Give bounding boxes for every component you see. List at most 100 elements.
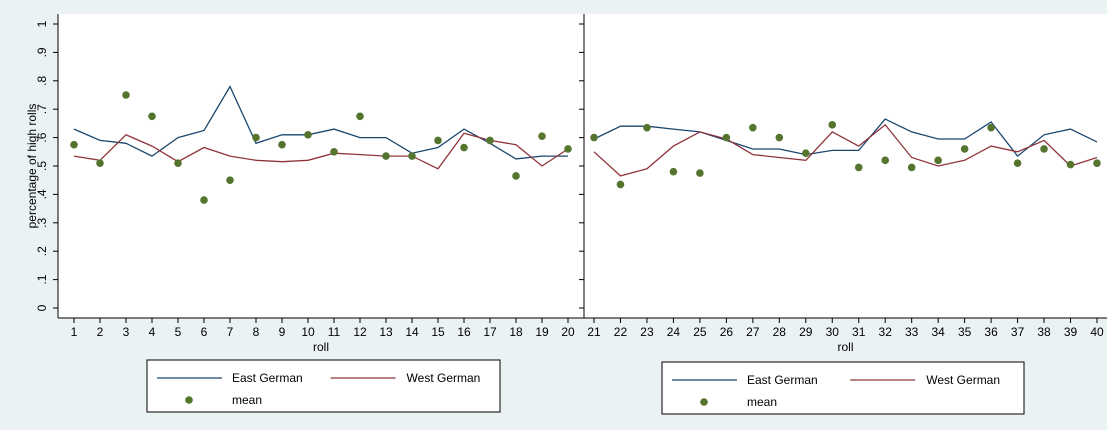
- mean-point: [854, 163, 863, 172]
- x-tick-label: 12: [353, 325, 367, 339]
- x-tick-label: 26: [720, 325, 734, 339]
- x-tick-label: 18: [509, 325, 523, 339]
- mean-point: [174, 159, 182, 167]
- mean-point: [987, 123, 995, 132]
- mean-point: [564, 145, 572, 153]
- mean-point: [70, 140, 78, 149]
- mean-point: [252, 133, 260, 142]
- x-tick-label: 14: [405, 325, 419, 339]
- x-tick-label: 36: [984, 325, 998, 339]
- series-line-east-german: [73, 85, 568, 160]
- x-tick-label: 19: [535, 325, 549, 339]
- mean-point: [696, 169, 704, 177]
- x-tick-label: 4: [149, 325, 156, 339]
- y-tick-label: .1: [35, 274, 49, 284]
- y-tick-label: .6: [35, 132, 49, 142]
- mean-point: [960, 145, 969, 153]
- mean-point: [122, 91, 130, 99]
- x-tick-label: 7: [227, 325, 234, 339]
- y-tick-label: .8: [35, 75, 49, 85]
- mean-point: [408, 152, 416, 160]
- mean-point: [434, 136, 442, 145]
- mean-point: [749, 123, 757, 132]
- plot-area: [584, 14, 1107, 318]
- mean-point: [226, 176, 234, 184]
- x-tick-label: 13: [379, 325, 393, 339]
- y-tick-label: 0: [35, 304, 49, 311]
- legend-label-east-german: East German: [747, 373, 818, 387]
- mean-point: [330, 148, 338, 156]
- y-tick-label: .4: [35, 189, 49, 199]
- x-tick-label: 9: [279, 325, 286, 339]
- legend-label-east-german: East German: [232, 371, 303, 385]
- x-tick-label: 31: [852, 325, 866, 339]
- x-tick-label: 25: [693, 325, 707, 339]
- mean-point: [616, 180, 625, 189]
- x-tick-label: 30: [826, 325, 840, 339]
- x-tick-label: 22: [614, 325, 628, 339]
- y-axis-title: percentage of high rolls: [25, 104, 39, 229]
- legend-swatch-mean: [185, 396, 193, 404]
- mean-point: [1066, 160, 1075, 169]
- x-tick-label: 11: [328, 325, 341, 339]
- y-tick-label: .7: [35, 104, 49, 114]
- y-tick-label: .9: [35, 47, 49, 57]
- x-tick-label: 35: [958, 325, 972, 339]
- legend-box: [661, 361, 1025, 415]
- mean-point: [538, 132, 546, 140]
- mean-point: [1013, 159, 1022, 167]
- legend: East German West German mean: [661, 361, 1025, 415]
- x-tick-label: 17: [483, 325, 497, 339]
- chart-panel-2: 21 22 23 24 25 26 27 28 29 30 31 32 33 34 35 36 37 38 39 40…: [579, 14, 1107, 415]
- plot-area: [58, 14, 584, 318]
- mean-point: [669, 167, 678, 176]
- mean-point: [304, 130, 312, 139]
- mean-point: [382, 152, 390, 160]
- chart-panel-1: 0 .1 .2 .3 .4 .5 .6 .7 .8 .9 1 percentage of high r…: [25, 14, 584, 413]
- legend-label-mean: mean: [232, 393, 262, 407]
- x-tick-label: 16: [457, 325, 471, 339]
- x-tick-label: 34: [931, 325, 945, 339]
- x-tick-label: 2: [97, 325, 104, 339]
- x-axis-title: roll: [837, 340, 853, 354]
- x-tick-label: 28: [773, 325, 787, 339]
- x-tick-label: 32: [879, 325, 893, 339]
- legend-label-mean: mean: [747, 395, 777, 409]
- legend-label-west-german: West German: [926, 373, 1000, 387]
- x-tick-label: 10: [301, 325, 315, 339]
- y-tick-label: .5: [35, 161, 49, 171]
- x-tick-label: 21: [587, 325, 601, 339]
- legend-label-west-german: West German: [407, 371, 481, 385]
- mean-point: [512, 172, 520, 180]
- x-tick-label: 38: [1037, 325, 1051, 339]
- legend-box: [146, 359, 501, 413]
- y-tick-label: .2: [35, 246, 49, 256]
- x-tick-label: 27: [746, 325, 760, 339]
- mean-point: [828, 121, 837, 129]
- series-line-west-german: [593, 123, 1098, 177]
- x-tick-label: 24: [667, 325, 681, 339]
- mean-point: [1040, 145, 1048, 153]
- mean-point: [1093, 159, 1101, 167]
- x-tick-label: 8: [253, 325, 260, 339]
- y-tick-label: .3: [35, 217, 49, 227]
- mean-point: [643, 123, 651, 132]
- x-axis-title: roll: [313, 340, 329, 354]
- x-tick-label: 29: [799, 325, 813, 339]
- mean-point: [96, 159, 104, 167]
- x-tick-label: 40: [1090, 325, 1104, 339]
- mean-point: [200, 196, 208, 204]
- mean-point: [486, 136, 494, 145]
- mean-point: [460, 143, 468, 152]
- mean-point: [278, 140, 286, 149]
- mean-point: [907, 163, 916, 172]
- x-tick-label: 6: [201, 325, 208, 339]
- mean-point: [148, 112, 156, 121]
- x-tick-label: 39: [1064, 325, 1078, 339]
- legend-swatch-mean: [700, 398, 708, 406]
- mean-point: [722, 133, 731, 142]
- x-tick-label: 20: [561, 325, 575, 339]
- x-tick-label: 15: [431, 325, 445, 339]
- x-tick-label: 3: [123, 325, 130, 339]
